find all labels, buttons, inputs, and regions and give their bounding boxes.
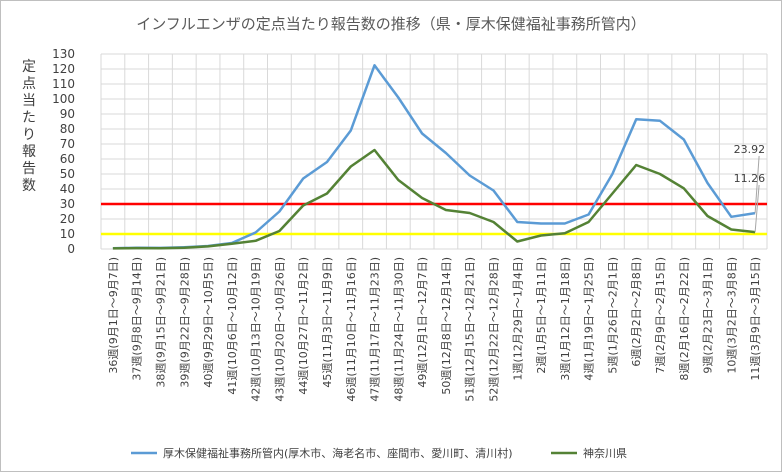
- x-axis-ticks: 36週(9月1日～9月7日) 37週(9月8日～9月14日) 38週(9月15日～9…: [107, 257, 762, 402]
- annotations: 23.92 11.26: [734, 143, 766, 233]
- x-tick-label: 3週(1月12日～1月18日): [559, 257, 572, 381]
- x-tick-label: 38週(9月15日～9月21日): [154, 257, 167, 388]
- data-label: 23.92: [734, 143, 766, 156]
- x-tick-label: 1週(12月29日～1月4日): [511, 257, 524, 381]
- x-tick-label: 10週(3月2日～3月8日): [725, 257, 738, 374]
- x-tick-label: 41週(10月6日～10月12日): [226, 257, 239, 395]
- chart-title: インフルエンザの定点当たり報告数の推移（県・厚木保健福祉事務所管内）: [136, 15, 646, 33]
- x-tick-label: 36週(9月1日～9月7日): [107, 257, 120, 374]
- y-tick-label: 130: [52, 47, 75, 61]
- x-tick-label: 8週(2月16日～2月22日): [678, 257, 691, 381]
- x-tick-label: 44週(10月27日～11月2日): [297, 257, 310, 395]
- y-tick-label: 10: [60, 227, 75, 241]
- y-axis-label: 定点当たり報告数: [22, 59, 36, 194]
- x-tick-label: 4週(1月19日～1月25日): [583, 257, 596, 381]
- y-tick-label: 40: [60, 182, 75, 196]
- y-tick-label: 110: [52, 77, 75, 91]
- x-tick-label: 50週(12月8日～12月14日): [440, 257, 453, 395]
- y-tick-label: 70: [60, 137, 75, 151]
- x-tick-label: 5週(1月26日～2月1日): [606, 257, 619, 374]
- x-tick-label: 52週(12月22日～12月28日): [487, 257, 500, 402]
- x-tick-label: 42週(10月13日～10月19日): [250, 257, 263, 402]
- y-tick-label: 120: [52, 62, 75, 76]
- x-tick-label: 47週(11月17日～11月23日): [369, 257, 382, 402]
- x-tick-label: 7週(2月9日～2月15日): [654, 257, 667, 374]
- x-tick-label: 2週(1月5日～1月11日): [535, 257, 548, 374]
- x-tick-label: 51週(12月15日～12月21日): [464, 257, 477, 402]
- x-tick-label: 9週(2月23日～3月1日): [702, 257, 715, 374]
- grid-lines: [100, 53, 768, 250]
- x-tick-label: 37週(9月8日～9月14日): [131, 257, 144, 381]
- x-tick-label: 48週(11月24日～11月30日): [392, 257, 405, 402]
- leader-line: [754, 155, 760, 214]
- x-tick-label: 43週(10月20日～10月26日): [273, 257, 286, 402]
- y-tick-label: 0: [67, 242, 75, 256]
- leader-line: [754, 184, 760, 233]
- legend: 厚木保健福祉事務所管内(厚木市、海老名市、座間市、愛川町、清川村) 神奈川県: [131, 446, 627, 460]
- y-tick-label: 20: [60, 212, 75, 226]
- series-line-kanagawa: [112, 148, 756, 250]
- x-tick-label: 6週(2月2日～2月8日): [630, 257, 643, 367]
- y-tick-label: 90: [60, 107, 75, 121]
- series-lines: [112, 64, 756, 250]
- x-tick-label: 39週(9月22日～9月28日): [178, 257, 191, 388]
- x-tick-label: 11週(3月9日～3月15日): [749, 257, 762, 381]
- y-tick-label: 60: [60, 152, 75, 166]
- legend-item-kanagawa: 神奈川県: [583, 446, 627, 460]
- y-tick-label: 50: [60, 167, 75, 181]
- legend-item-atsugi: 厚木保健福祉事務所管内(厚木市、海老名市、座間市、愛川町、清川村): [163, 446, 513, 460]
- y-tick-label: 100: [52, 92, 75, 106]
- y-tick-label: 30: [60, 197, 75, 211]
- x-tick-label: 46週(11月10日～11月16日): [345, 257, 358, 402]
- data-label: 11.26: [734, 172, 766, 185]
- x-tick-label: 45週(11月3日～11月9日): [321, 257, 334, 388]
- y-tick-label: 80: [60, 122, 75, 136]
- x-tick-label: 40週(9月29日～10月5日): [202, 257, 215, 388]
- x-tick-label: 49週(12月1日～12月7日): [416, 257, 429, 388]
